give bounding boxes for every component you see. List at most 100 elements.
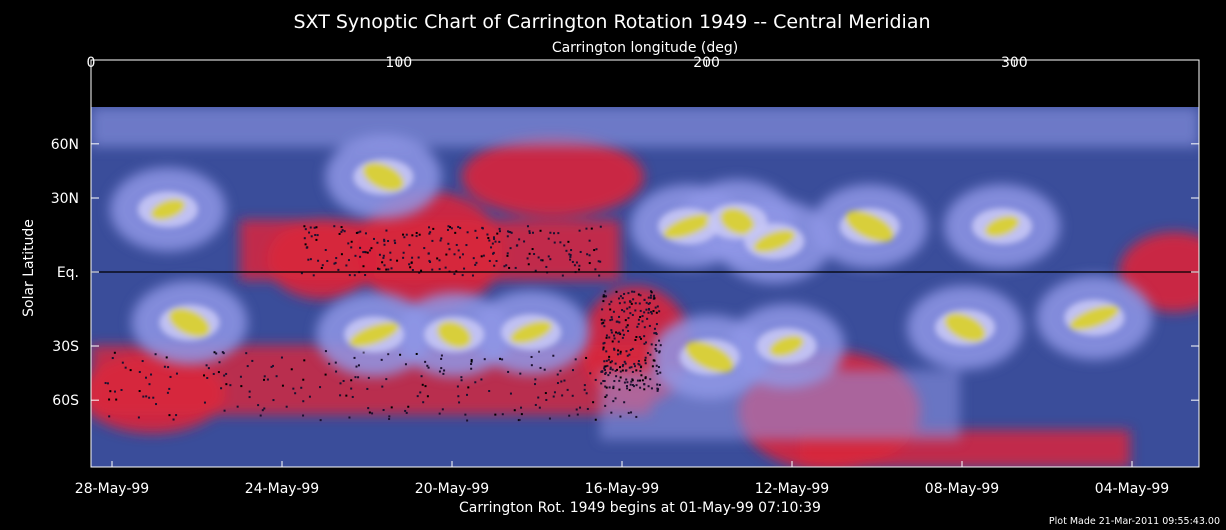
speckle [354,376,357,379]
speckle [402,251,405,254]
speckle [215,352,218,355]
speckle [624,362,627,365]
speckle [491,242,494,245]
speckle [440,367,443,370]
speckle [466,393,469,396]
speckle [625,350,628,353]
speckle [513,409,516,412]
speckle [225,372,228,375]
speckle [498,227,501,230]
speckle [613,334,616,337]
speckle [533,253,536,256]
speckle [641,320,644,323]
speckle [339,382,342,385]
speckle [602,295,605,298]
speckle [604,365,607,368]
speckle [539,229,542,232]
speckle [527,263,530,266]
speckle [627,317,630,320]
speckle [653,359,656,362]
speckle [603,341,606,344]
speckle [585,227,588,230]
speckle [604,371,607,374]
speckle [440,357,443,360]
speckle [490,246,493,249]
speckle [538,406,541,409]
speckle [629,383,632,386]
speckle [538,350,541,353]
speckle [389,251,392,254]
speckle [270,365,273,368]
speckle [347,259,350,262]
speckle [172,418,175,421]
speckle [597,260,600,263]
speckle [623,310,626,313]
speckle [506,230,509,233]
active-region [769,335,804,357]
speckle [607,358,610,361]
speckle [415,235,418,238]
speckle [476,236,479,239]
speckle [350,379,353,382]
speckle [619,370,622,373]
speckle [647,385,650,388]
speckle [460,376,463,379]
speckle [590,227,593,230]
date-tick-label: 16-May-99 [585,481,659,497]
speckle [630,302,633,305]
speckle [617,349,620,352]
speckle [106,382,109,385]
speckle [423,247,426,250]
speckle [359,255,362,258]
speckle [610,300,613,303]
speckle [646,352,649,355]
speckle [615,375,618,378]
speckle [534,378,537,381]
speckle [528,230,531,233]
speckle [340,230,343,233]
speckle [623,401,626,404]
speckle [417,256,420,259]
speckle [362,351,365,354]
speckle [104,382,107,385]
speckle [608,303,611,306]
speckle [470,367,473,370]
speckle [649,378,652,381]
speckle [129,369,132,372]
speckle [659,344,662,347]
speckle [604,385,607,388]
speckle [449,226,452,229]
speckle [506,254,509,257]
speckle [486,233,489,236]
speckle [603,319,606,322]
speckle [659,371,662,374]
speckle [354,254,357,257]
speckle [396,259,399,262]
speckle [609,319,612,322]
speckle [534,383,537,386]
speckle [388,415,391,418]
speckle [621,336,624,339]
speckle [503,265,506,268]
speckle [613,347,616,350]
speckle [639,369,642,372]
speckle [221,351,224,354]
speckle [239,375,242,378]
speckle [613,380,616,383]
speckle [618,315,621,318]
speckle [302,378,305,381]
speckle [629,349,632,352]
speckle [548,417,551,420]
speckle [639,386,642,389]
speckle [175,372,178,375]
active-region [1069,305,1119,331]
speckle [294,392,297,395]
speckle [608,386,611,389]
speckle [447,225,450,228]
speckle [138,370,141,373]
speckle [383,238,386,241]
speckle [383,264,386,267]
speckle [560,380,563,383]
speckle [138,390,141,393]
speckle [565,249,568,252]
